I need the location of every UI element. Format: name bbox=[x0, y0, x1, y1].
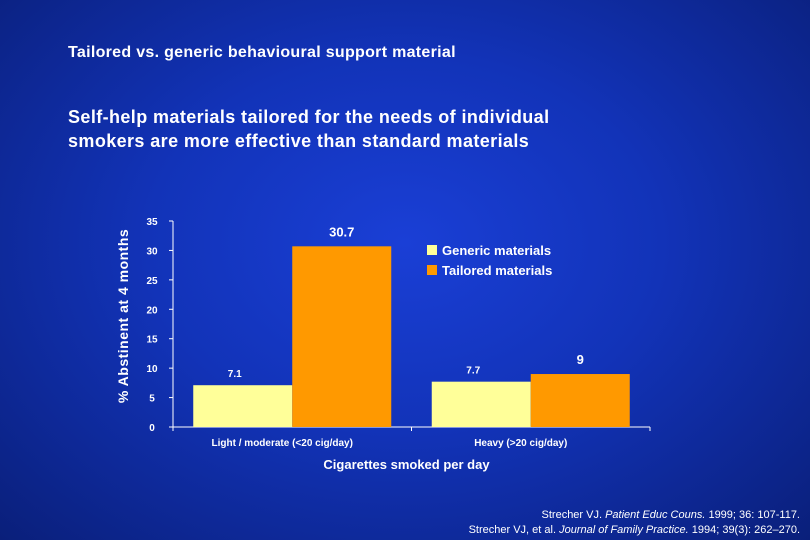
y-tick-label-1: 5 bbox=[149, 394, 155, 405]
bar-0-1 bbox=[292, 246, 392, 427]
bar-0-0 bbox=[193, 385, 293, 427]
bar-1-1 bbox=[530, 374, 630, 427]
category-label-1: Heavy (>20 cig/day) bbox=[474, 438, 567, 449]
y-tick-label-3: 15 bbox=[146, 335, 158, 346]
legend-swatch-0 bbox=[427, 245, 437, 255]
y-tick-label-4: 20 bbox=[146, 305, 158, 316]
data-label-1-0: 7.7 bbox=[466, 366, 480, 377]
legend-swatch-1 bbox=[427, 265, 437, 275]
reference-1-journal: Patient Educ Couns. bbox=[605, 509, 706, 521]
reference-2: Strecher VJ, et al. Journal of Family Pr… bbox=[469, 523, 800, 538]
slide-title: Tailored vs. generic behavioural support… bbox=[68, 44, 456, 61]
x-axis-title: Cigarettes smoked per day bbox=[323, 457, 490, 472]
reference-2-suffix: 1994; 39(3): 262–270. bbox=[688, 524, 800, 536]
bar-1-0 bbox=[431, 381, 531, 427]
subtitle-line-1: Self-help materials tailored for the nee… bbox=[68, 107, 550, 127]
y-tick-label-7: 35 bbox=[146, 217, 158, 228]
subtitle-line-2: smokers are more effective than standard… bbox=[68, 131, 530, 151]
references: Strecher VJ. Patient Educ Couns. 1999; 3… bbox=[469, 508, 800, 538]
legend-label-0: Generic materials bbox=[442, 243, 551, 258]
reference-1-prefix: Strecher VJ. bbox=[541, 509, 606, 521]
data-label-0-1: 30.7 bbox=[329, 224, 354, 239]
y-tick-label-5: 25 bbox=[146, 276, 158, 287]
category-label-0: Light / moderate (<20 cig/day) bbox=[212, 438, 353, 449]
reference-1-suffix: 1999; 36: 107-117. bbox=[705, 509, 800, 521]
reference-1: Strecher VJ. Patient Educ Couns. 1999; 3… bbox=[469, 508, 800, 523]
y-axis-title: % Abstinent at 4 months bbox=[115, 229, 131, 403]
legend-label-1: Tailored materials bbox=[442, 263, 552, 278]
data-label-1-1: 9 bbox=[577, 352, 584, 367]
slide-subtitle: Self-help materials tailored for the nee… bbox=[68, 105, 708, 153]
reference-2-journal: Journal of Family Practice. bbox=[559, 524, 689, 536]
reference-2-prefix: Strecher VJ, et al. bbox=[468, 524, 560, 536]
data-label-0-0: 7.1 bbox=[228, 369, 242, 380]
y-tick-label-0: 0 bbox=[149, 423, 155, 434]
y-tick-label-2: 10 bbox=[146, 364, 158, 375]
y-tick-label-6: 30 bbox=[146, 246, 158, 257]
